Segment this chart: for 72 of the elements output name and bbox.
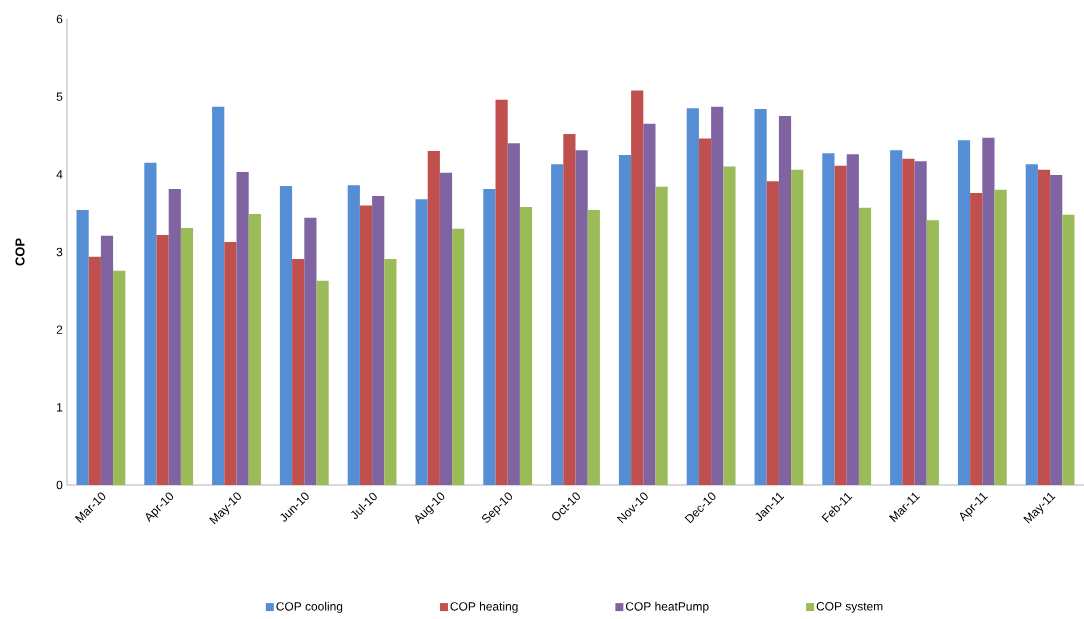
bar (384, 258, 397, 485)
bar (304, 217, 317, 485)
bar (618, 154, 632, 485)
bar (1050, 175, 1063, 485)
legend-label: COP system (816, 602, 883, 613)
bar (519, 206, 533, 485)
bar (982, 137, 995, 485)
bar (551, 164, 564, 485)
bar (1037, 169, 1051, 485)
bar (902, 158, 915, 485)
bar (723, 166, 736, 485)
bar (427, 151, 440, 485)
y-tick-label: 4 (56, 170, 63, 179)
bar (834, 165, 847, 485)
bar (248, 213, 261, 485)
bar (970, 192, 983, 485)
bar (994, 189, 1007, 485)
bar (1025, 164, 1038, 485)
bar (100, 235, 114, 485)
bar (655, 186, 668, 485)
bar (890, 150, 903, 485)
bar (224, 241, 237, 485)
bar (631, 90, 644, 485)
bar (766, 181, 779, 485)
bar (643, 123, 656, 485)
bar (212, 106, 225, 485)
bar (279, 185, 293, 485)
bar (452, 228, 465, 485)
bar (686, 108, 699, 485)
y-tick-label: 6 (56, 14, 63, 24)
y-tick-label: 3 (56, 247, 63, 257)
bar (76, 210, 89, 485)
bar (168, 189, 181, 485)
bar (926, 220, 939, 485)
bar (359, 205, 373, 485)
bar (495, 99, 508, 485)
y-axis-title: COP (15, 238, 25, 266)
bar (180, 227, 194, 485)
bar (711, 106, 724, 485)
bar (957, 140, 971, 485)
bar (914, 161, 927, 485)
bar (575, 150, 588, 485)
bar (88, 256, 101, 485)
bar (587, 210, 600, 485)
y-tick-label: 5 (56, 92, 63, 101)
bar (1062, 214, 1075, 485)
bar (778, 116, 792, 485)
bar (698, 138, 712, 485)
bar (822, 153, 835, 485)
y-tick-label: 2 (56, 325, 63, 334)
bar (791, 169, 804, 485)
legend-label: COP heating (450, 601, 518, 614)
legend-label: COP heatPump (625, 601, 709, 614)
bar (372, 196, 385, 485)
bar (292, 258, 305, 485)
bar (858, 207, 872, 485)
bar (113, 270, 126, 485)
bar (507, 143, 520, 485)
bar (316, 280, 329, 485)
bar (236, 172, 249, 485)
y-tick-label: 0 (56, 480, 63, 490)
bar (156, 234, 169, 485)
bar (846, 154, 859, 485)
bar (347, 185, 360, 485)
bar (415, 199, 428, 485)
bar (483, 189, 496, 485)
bar (439, 172, 453, 485)
bar (144, 162, 157, 485)
bar (754, 109, 767, 485)
bar (563, 133, 576, 485)
y-tick-label: 1 (57, 403, 63, 412)
legend-label: COP cooling (276, 601, 343, 614)
